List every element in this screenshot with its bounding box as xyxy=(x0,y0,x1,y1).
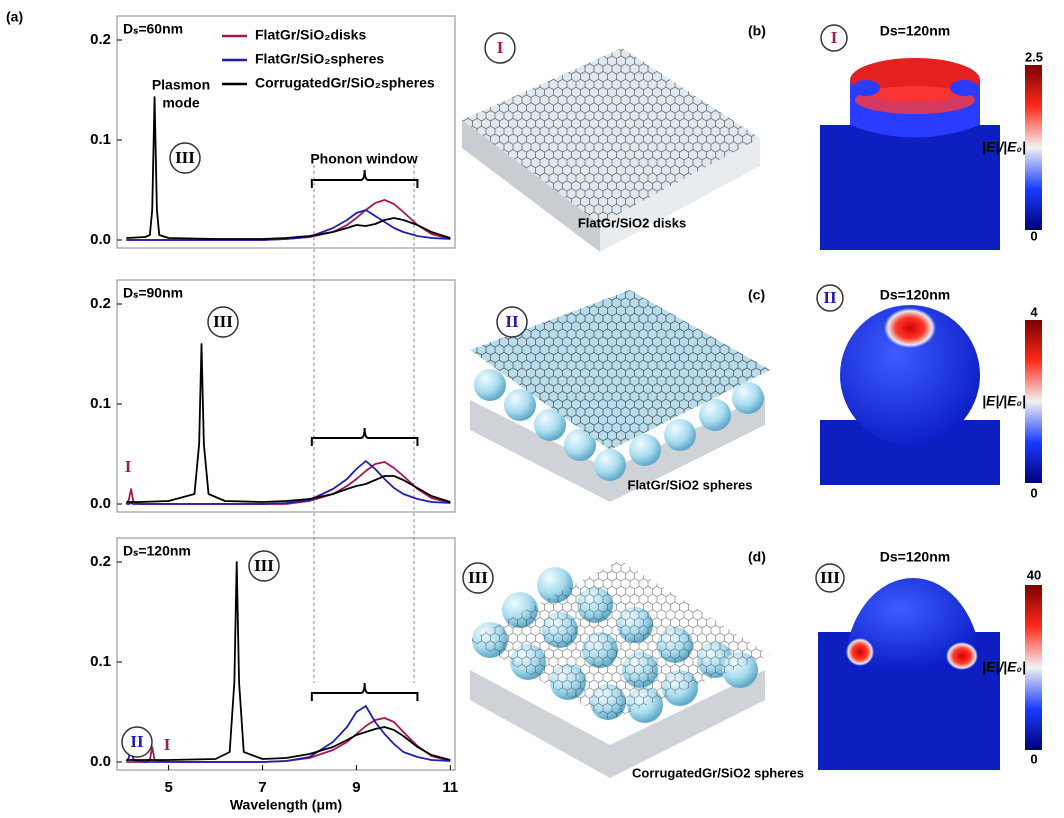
condition-label: Dₛ=60nm xyxy=(123,21,183,37)
plot-frame xyxy=(116,537,456,771)
panel-label: (d) xyxy=(748,549,766,565)
y-tick-label: 0.1 xyxy=(90,653,111,670)
numeral-circle xyxy=(248,550,280,582)
numeral: I xyxy=(831,28,838,47)
title: Ds=120nm xyxy=(880,549,950,565)
annotation: III xyxy=(254,556,274,575)
colorbar-max: 4 xyxy=(1030,304,1038,319)
numeral-circle xyxy=(121,726,153,758)
annotation: mode xyxy=(162,95,200,111)
x-tick-label: 11 xyxy=(442,779,458,796)
annotation: I xyxy=(125,457,132,476)
panel-label: (a) xyxy=(6,9,23,25)
x-axis-label: Wavelength (μm) xyxy=(230,797,342,813)
colorbar-min: 0 xyxy=(1030,751,1037,766)
bracket xyxy=(310,682,419,701)
legend-label: CorrugatedGr/SiO₂spheres xyxy=(255,75,435,91)
y-tick-label: 0.1 xyxy=(90,131,111,148)
title: Ds=120nm xyxy=(880,23,950,39)
annotation: III xyxy=(213,312,233,331)
colorbar-max: 40 xyxy=(1027,567,1041,582)
field-map: (d) III Ds=120nm 40 0 |E|/|E₀| xyxy=(748,549,1042,770)
caption: FlatGr/SiO2 spheres xyxy=(628,477,753,492)
x-tick-label: 9 xyxy=(352,779,360,796)
numeral: I xyxy=(497,38,504,57)
numeral-circle xyxy=(207,306,239,338)
colorbar-max: 2.5 xyxy=(1025,49,1043,64)
colorbar-quantity: |E|/|E₀| xyxy=(982,659,1026,675)
line-series xyxy=(126,343,451,503)
field-map: (b) I Ds=120nm 2.5 0 |E|/|E₀| xyxy=(748,23,1043,250)
plot-frame xyxy=(116,279,456,513)
line-series xyxy=(126,96,451,240)
numeral-circle xyxy=(169,142,201,174)
field-map: (c) II Ds=120nm 4 0 |E|/|E₀| xyxy=(748,284,1042,500)
panel-label: (c) xyxy=(748,287,765,303)
colorbar-quantity: |E|/|E₀| xyxy=(982,139,1026,155)
annotation: II xyxy=(130,732,144,751)
title: Ds=120nm xyxy=(880,287,950,303)
bracket xyxy=(310,169,419,188)
condition-label: Dₛ=90nm xyxy=(123,285,183,301)
illustration: I FlatGr/SiO2 disks xyxy=(462,32,760,252)
line-series xyxy=(126,460,451,505)
caption: FlatGr/SiO2 disks xyxy=(578,215,686,230)
line-series xyxy=(125,705,451,763)
numeral: II xyxy=(505,312,519,331)
illustration: II FlatGr/SiO2 spheres xyxy=(470,290,770,502)
annotation: III xyxy=(175,148,195,167)
line-series xyxy=(126,209,451,241)
numeral: II xyxy=(823,288,837,307)
numeral: III xyxy=(820,568,840,587)
colorbar-min: 0 xyxy=(1030,228,1037,243)
line-series xyxy=(125,461,451,505)
annotation: Phonon window xyxy=(310,151,417,167)
colorbar-quantity: |E|/|E₀| xyxy=(982,393,1026,409)
line-series xyxy=(126,717,451,763)
panel-label: (b) xyxy=(748,23,766,39)
y-tick-label: 0.0 xyxy=(90,231,111,248)
x-tick-label: 7 xyxy=(258,779,266,796)
y-tick-label: 0.0 xyxy=(90,495,111,512)
colorbar-min: 0 xyxy=(1030,485,1037,500)
caption: CorrugatedGr/SiO2 spheres xyxy=(632,765,804,780)
annotation: Plasmon xyxy=(152,77,210,93)
y-tick-label: 0.2 xyxy=(90,553,111,570)
plot-frame xyxy=(116,15,456,249)
condition-label: Dₛ=120nm xyxy=(123,543,191,559)
y-tick-label: 0.2 xyxy=(90,295,111,312)
annotation: I xyxy=(164,735,171,754)
y-tick-label: 0.1 xyxy=(90,395,111,412)
x-tick-label: 5 xyxy=(164,779,172,796)
legend-label: FlatGr/SiO₂disks xyxy=(255,27,366,43)
y-tick-label: 0.0 xyxy=(90,753,111,770)
chart: 0.0 0.1 0.2 Dₛ=60nm FlatGr/SiO₂disks FlatGr/S… xyxy=(90,15,456,249)
line-series xyxy=(126,561,451,761)
illustration: III CorrugatedGr/SiO2 spheres xyxy=(462,560,804,780)
numeral: III xyxy=(468,568,488,587)
y-tick-label: 0.2 xyxy=(90,31,111,48)
legend-label: FlatGr/SiO₂spheres xyxy=(255,51,384,67)
bracket xyxy=(310,427,419,446)
